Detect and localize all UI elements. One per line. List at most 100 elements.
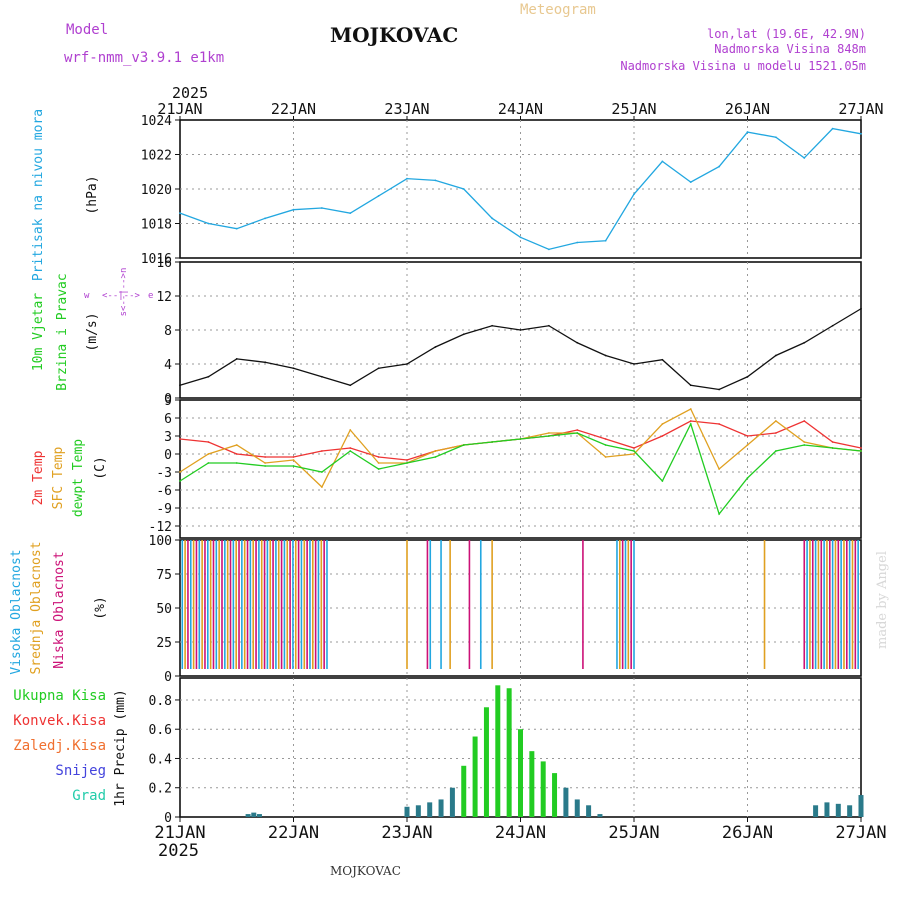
wind-ytick-label: 8 [164, 324, 172, 339]
wind-ytick-label: 4 [164, 358, 172, 373]
wind-label-group: 10m Vjetar Brzina i Pravac (m/s) w <--|-… [31, 268, 153, 391]
precip-bar [552, 773, 558, 817]
model-label: Model [66, 22, 108, 38]
pressure-point [406, 177, 408, 180]
temperature-point [604, 456, 607, 458]
temperature-point [349, 450, 352, 452]
pressure-point [547, 248, 550, 251]
wind-point [604, 354, 607, 357]
pressure-unit: (hPa) [85, 175, 100, 214]
pressure-ytick-label: 1016 [141, 252, 172, 267]
temperature-point [406, 459, 408, 461]
temperature-point [377, 456, 380, 458]
temperature-point [292, 456, 295, 458]
precip-legend-freezing: Zaledj.Kisa [13, 738, 106, 754]
wind-ytick-label: 12 [156, 290, 172, 305]
temperature-point [718, 468, 721, 470]
temperature-point [746, 444, 749, 446]
temperature-point [207, 453, 210, 455]
precip-legend-total: Ukupna Kisa [13, 688, 106, 704]
pressure-ytick-label: 1020 [141, 183, 172, 198]
temperature-point [803, 444, 806, 446]
temperature-ytick-label: -12 [149, 520, 172, 535]
top-day-label: 22JAN [271, 100, 316, 118]
wind-label-2: Brzina i Pravac [55, 273, 70, 390]
top-year-label: 2025 [172, 84, 208, 102]
temperature-point [377, 468, 380, 470]
wind-point [746, 375, 749, 378]
temperature-ytick-label: -9 [156, 502, 172, 517]
temperature-point [349, 429, 352, 431]
temperature-point [491, 441, 494, 443]
wind-point [576, 341, 579, 344]
precip-bar [824, 802, 830, 817]
wind-point [207, 375, 210, 378]
temperature-point [576, 429, 579, 431]
precip-bar [415, 805, 421, 817]
pressure-point [576, 241, 579, 244]
precip-bar [483, 707, 489, 817]
temperature-point [689, 420, 692, 422]
precip-bar [529, 751, 535, 817]
temperature-point [462, 444, 465, 446]
precip-bar [835, 803, 841, 817]
pressure-point [179, 212, 181, 215]
temperature-ytick-label: 0 [164, 448, 172, 463]
precip-bar [427, 802, 433, 817]
precip-bar [251, 812, 257, 817]
pressure-ytick-label: 1018 [141, 218, 172, 233]
cloud-label-low: Niska Oblacnost [52, 551, 67, 668]
wind-point [462, 333, 465, 336]
wind-point [860, 307, 862, 310]
pressure-point [718, 165, 721, 168]
panel-clouds: 0 25 50 75 100 [149, 534, 862, 685]
precip-bar [540, 761, 546, 817]
temp-label-group: 2m Temp SFC Temp dewpt Temp (C) [31, 439, 108, 517]
temperature-point [207, 462, 210, 464]
bottom-time-axis: 21JAN 22JAN 23JAN 24JAN 25JAN 26JAN 27JAN [154, 817, 887, 843]
pressure-label: Pritisak na nivou mora [31, 109, 46, 281]
temperature-point [860, 447, 862, 449]
precip-unit: 1hr Precip (mm) [113, 689, 128, 806]
temperature-point [179, 438, 181, 440]
temperature-point [633, 450, 635, 452]
temperature-point [292, 465, 295, 467]
top-day-label: 21JAN [157, 100, 202, 118]
temperature-point [803, 420, 806, 422]
temperature-point [547, 432, 550, 434]
precip-bar [245, 814, 251, 817]
temp-unit: (C) [93, 456, 108, 479]
temperature-point [604, 438, 607, 440]
temperature-ytick-label: 3 [164, 430, 172, 445]
wind-point [633, 363, 635, 365]
pressure-point [689, 181, 692, 184]
precip-bar [574, 799, 580, 817]
temperature-point [689, 408, 692, 410]
watermark: made by Angel [875, 551, 890, 649]
temperature-point [661, 435, 664, 437]
pressure-point [377, 195, 380, 197]
pressure-point [292, 208, 295, 211]
temperature-point [320, 471, 323, 473]
precip-legend-hail: Grad [72, 788, 106, 804]
product-title: Meteogram [520, 2, 596, 18]
top-time-axis: 21JAN 22JAN 23JAN 24JAN 25JAN 26JAN 27JAN [157, 100, 884, 120]
temperature-point [718, 513, 721, 515]
temperature-point [292, 459, 295, 461]
pressure-ytick-label: 1022 [141, 149, 172, 164]
precip-bar [472, 736, 478, 817]
top-day-label: 25JAN [611, 100, 656, 118]
precip-legend: Ukupna Kisa Konvek.Kisa Zaledj.Kisa Snij… [13, 688, 128, 807]
temp-label-sfc: SFC Temp [51, 447, 66, 510]
pressure-point [320, 207, 323, 209]
cloud-label-high: Visoka Oblacnost [9, 549, 24, 674]
elevation-station: Nadmorska Visina 848m [714, 42, 866, 56]
precip-bar [438, 799, 444, 817]
precip-bar [404, 806, 410, 817]
panel-precip: 0 0.2 0.4 0.6 0.8 [149, 677, 864, 826]
bottom-day-label: 24JAN [495, 823, 546, 843]
temperature-point [661, 423, 664, 425]
temperature-point [264, 462, 267, 464]
pressure-point [661, 160, 664, 163]
